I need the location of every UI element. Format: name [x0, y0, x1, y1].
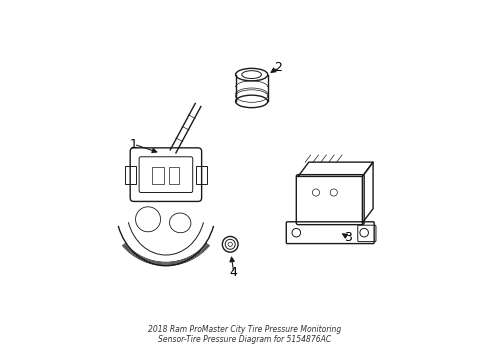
Bar: [196, 166, 206, 184]
Text: 2: 2: [274, 61, 282, 74]
Text: 4: 4: [229, 266, 237, 279]
Bar: [124, 166, 135, 184]
Text: 3: 3: [344, 231, 351, 244]
Text: 2018 Ram ProMaster City Tire Pressure Monitoring
Sensor-Tire Pressure Diagram fo: 2018 Ram ProMaster City Tire Pressure Mo…: [147, 325, 341, 344]
Bar: [151, 167, 164, 184]
Text: 1: 1: [129, 138, 138, 151]
Bar: [168, 167, 179, 184]
